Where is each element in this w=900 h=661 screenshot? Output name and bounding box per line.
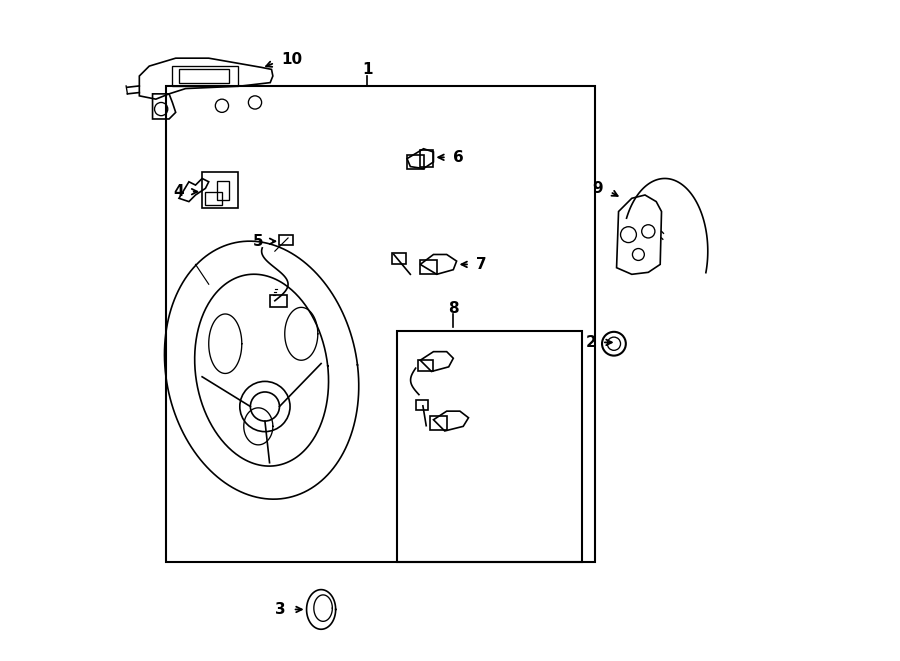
- Bar: [179, 69, 229, 83]
- Bar: [173, 66, 238, 86]
- Text: 7: 7: [476, 257, 487, 272]
- Bar: [420, 150, 434, 167]
- Text: 9: 9: [593, 181, 603, 196]
- Bar: [166, 86, 596, 562]
- Bar: [202, 172, 238, 208]
- Bar: [397, 330, 582, 562]
- Bar: [416, 400, 428, 410]
- Bar: [270, 295, 287, 307]
- Text: 5: 5: [253, 234, 264, 249]
- Text: 8: 8: [448, 301, 459, 316]
- Text: 6: 6: [454, 150, 464, 165]
- Text: 2: 2: [586, 335, 597, 350]
- Bar: [392, 253, 407, 264]
- Text: 4: 4: [174, 184, 184, 199]
- Bar: [407, 155, 424, 169]
- Text: 3: 3: [275, 602, 286, 617]
- Text: 10: 10: [282, 52, 302, 67]
- Bar: [280, 235, 292, 245]
- Bar: [420, 260, 436, 274]
- Bar: [430, 416, 446, 430]
- Bar: [217, 181, 230, 200]
- Bar: [205, 192, 222, 205]
- Bar: [418, 360, 433, 371]
- Text: 1: 1: [362, 62, 373, 77]
